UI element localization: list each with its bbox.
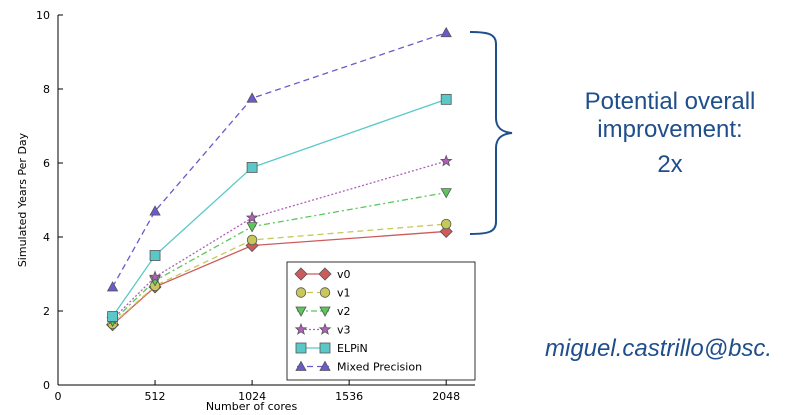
data-point <box>148 270 162 283</box>
legend-label: v1 <box>337 287 351 300</box>
legend-marker <box>319 306 331 317</box>
legend-marker <box>319 360 331 371</box>
y-tick-label: 2 <box>43 305 50 318</box>
annotation-line-2: improvement: <box>597 115 743 143</box>
x-tick-label: 0 <box>55 390 62 403</box>
y-tick-label: 0 <box>43 379 50 392</box>
legend-entry: v1 <box>295 287 351 300</box>
x-tick-label: 2048 <box>432 390 460 403</box>
legend-marker <box>319 287 331 298</box>
series-line <box>112 223 447 325</box>
data-point <box>440 93 452 105</box>
data-point <box>440 218 452 230</box>
data-point <box>246 162 258 173</box>
data-point <box>246 222 258 233</box>
y-tick-label: 4 <box>43 231 50 244</box>
series-line <box>112 230 447 326</box>
data-point <box>246 234 258 246</box>
data-point <box>107 311 118 322</box>
x-tick-label: 1536 <box>335 390 363 403</box>
email-text: miguel.castrillo@bsc. <box>545 335 773 362</box>
series-line <box>112 98 447 317</box>
bracket <box>469 31 513 235</box>
series-mixed-precision <box>106 26 452 292</box>
legend-label: v3 <box>337 324 351 337</box>
legend-entry: v0 <box>294 267 351 281</box>
legend-label: ELPiN <box>337 342 368 355</box>
legend-entry: Mixed Precision <box>295 360 422 374</box>
curly-bracket-icon <box>469 31 513 235</box>
data-point <box>439 154 453 167</box>
series-elpin <box>107 93 452 322</box>
legend-entry: v2 <box>295 305 351 318</box>
data-point <box>245 211 259 224</box>
data-point <box>440 188 452 199</box>
data-point <box>149 250 161 261</box>
series-layer <box>106 26 453 332</box>
legend-box <box>286 261 476 381</box>
legend-marker <box>295 342 307 354</box>
legend: v0 v1 v2 v3 ELPiN Mixed Precision <box>286 261 476 381</box>
legend-marker <box>295 360 307 371</box>
legend-marker <box>318 267 332 281</box>
y-tick-label: 10 <box>36 9 50 22</box>
legend-label: Mixed Precision <box>337 361 422 374</box>
annotation-value: 2x <box>657 151 683 179</box>
axes: 0 512 1024 1536 2048 0 2 4 6 8 10 Number of cores Si… <box>16 9 475 413</box>
y-axis-title: Simulated Years Per Day <box>16 132 29 267</box>
legend-label: v2 <box>337 305 351 318</box>
legend-entry: ELPiN <box>295 342 368 355</box>
legend-marker <box>294 267 308 281</box>
y-tick-label: 8 <box>43 83 50 96</box>
legend-marker <box>319 342 331 354</box>
data-point <box>149 205 161 216</box>
series-line <box>112 160 447 320</box>
x-tick-label: 512 <box>145 390 166 403</box>
legend-marker <box>294 322 308 335</box>
data-point <box>440 26 452 38</box>
data-point <box>106 281 119 292</box>
legend-label: v0 <box>337 268 351 281</box>
legend-marker <box>295 287 307 298</box>
series-line <box>112 191 447 322</box>
annotation-line-1: Potential overall <box>584 88 756 115</box>
series-line <box>112 32 447 288</box>
legend-marker <box>318 322 332 335</box>
annotation: Potential overall improvement: 2x <box>530 88 790 179</box>
legend-entry: v3 <box>294 322 351 337</box>
x-tick-label: 1024 <box>238 390 266 403</box>
data-point <box>246 92 258 103</box>
y-tick-label: 6 <box>43 157 50 170</box>
x-axis-title: Number of cores <box>206 400 298 413</box>
legend-marker <box>295 306 307 317</box>
series-v1 <box>107 218 452 330</box>
data-point <box>439 224 453 239</box>
